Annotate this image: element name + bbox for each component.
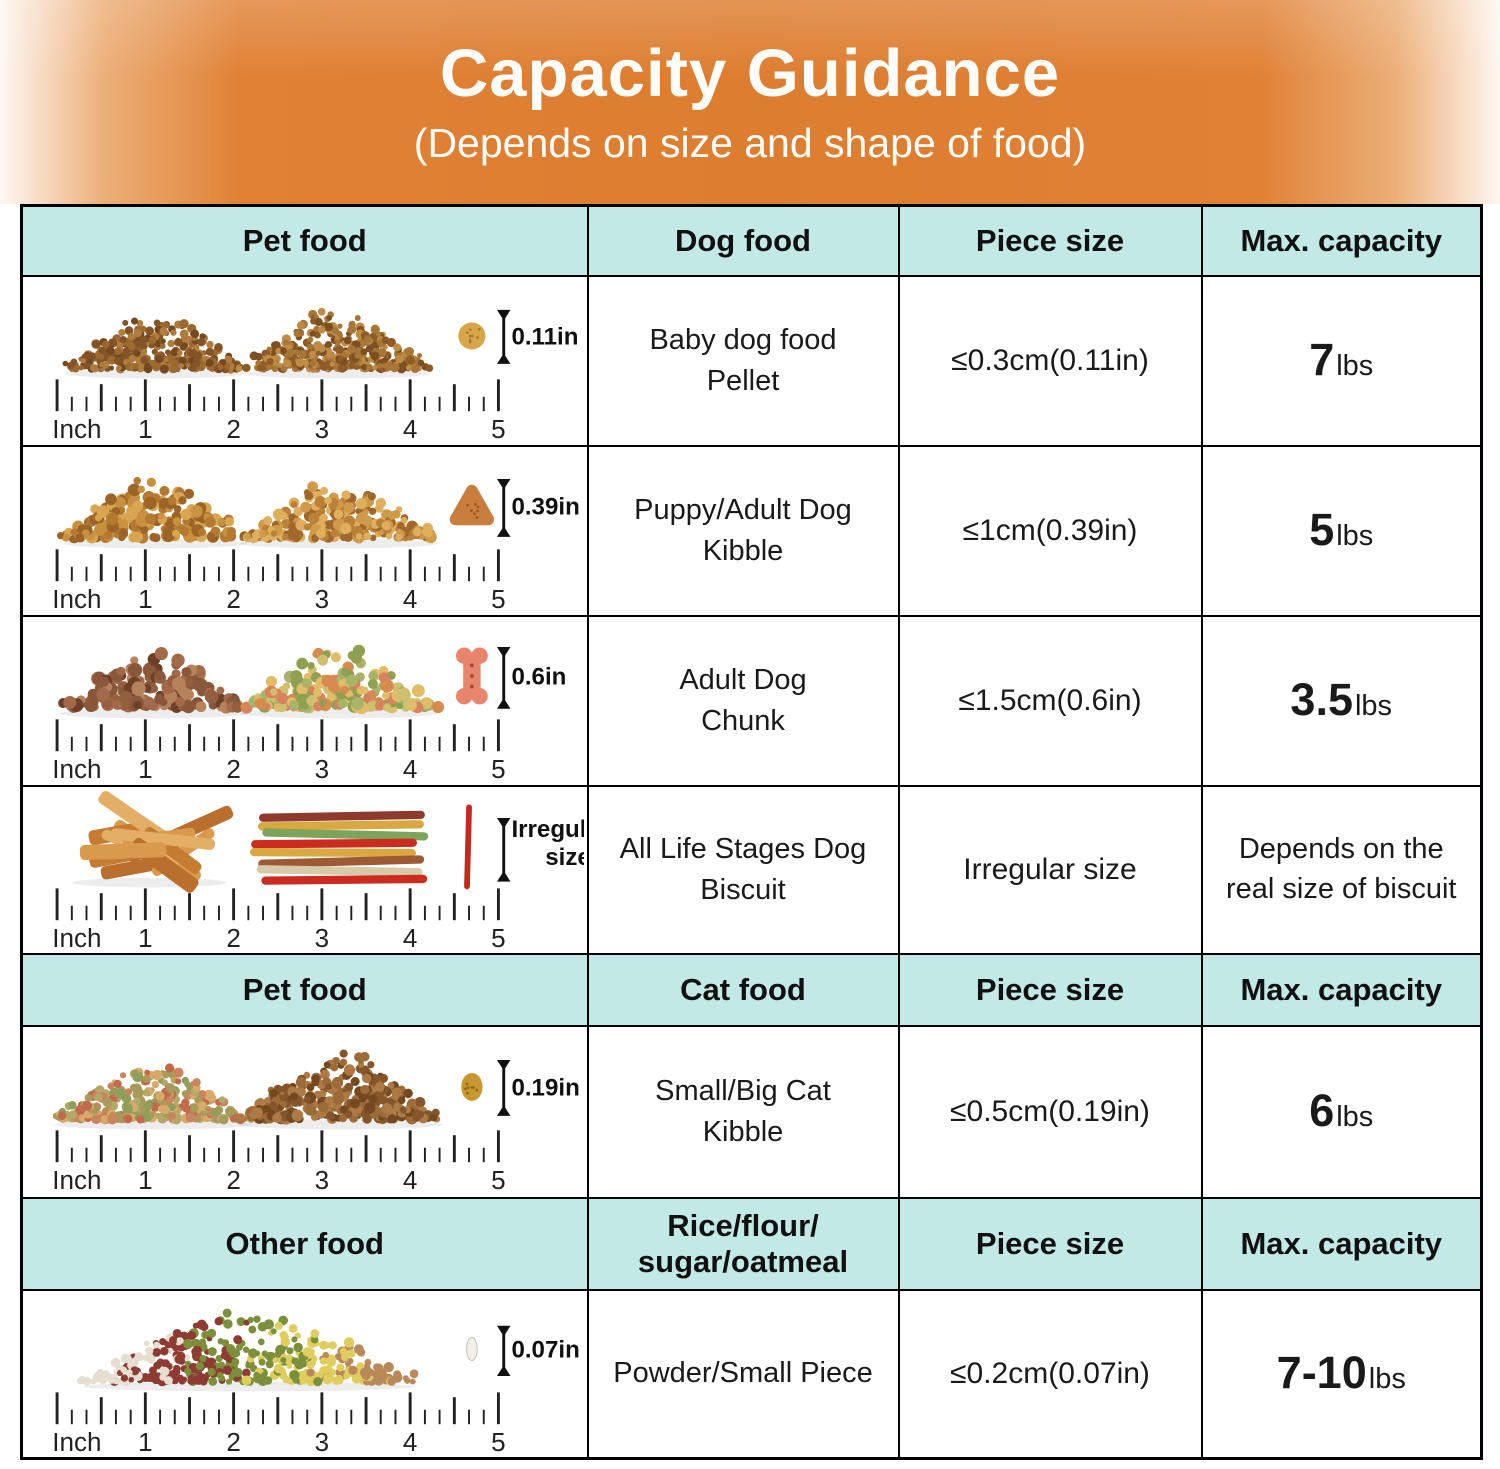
page-subtitle: (Depends on size and shape of food)	[413, 120, 1087, 166]
piece-size-cell: ≤1.5cm(0.6in)	[897, 614, 1203, 787]
svg-text:1: 1	[138, 1427, 152, 1457]
svg-text:3: 3	[314, 1165, 328, 1195]
svg-text:1: 1	[138, 414, 152, 444]
capacity-table: Pet food Dog food Piece size Max. capaci…	[20, 204, 1483, 1460]
svg-text:Inch: Inch	[52, 754, 101, 784]
svg-text:0.19in: 0.19in	[511, 1074, 579, 1101]
header-piece-size: Piece size	[897, 952, 1203, 1027]
food-image-cell: 0.19in Inch 1 2 3 4 5	[20, 1024, 589, 1199]
svg-text:5: 5	[491, 754, 505, 784]
svg-text:2: 2	[226, 414, 240, 444]
svg-text:3: 3	[314, 414, 328, 444]
svg-text:1: 1	[138, 1165, 152, 1195]
food-image-cell: 0.11in Inch 1 2 3 4 5	[20, 274, 589, 447]
header-piece-size: Piece size	[897, 1196, 1203, 1291]
header-dog-food: Dog food	[586, 204, 900, 277]
piece-size-cell: ≤0.3cm(0.11in)	[897, 274, 1203, 447]
svg-text:4: 4	[403, 1427, 417, 1457]
capacity-cell: 3.5 lbs	[1200, 614, 1483, 787]
svg-text:0.6in: 0.6in	[511, 663, 566, 690]
piece-size-cell: ≤1cm(0.39in)	[897, 444, 1203, 617]
food-image-cell: 0.6in Inch 1 2 3 4 5	[20, 614, 589, 787]
header-piece-size: Piece size	[897, 204, 1203, 277]
food-name-cell: Puppy/Adult Dog Kibble	[586, 444, 900, 617]
svg-text:Inch: Inch	[52, 1165, 101, 1195]
capacity-cell: 5 lbs	[1200, 444, 1483, 617]
svg-text:0.07in: 0.07in	[511, 1336, 579, 1363]
header-max-capacity: Max. capacity	[1200, 1196, 1483, 1291]
page-title: Capacity Guidance	[439, 36, 1061, 111]
table-row: 0.11in Inch 1 2 3 4 5 Baby dog food Pellet ≤0.…	[20, 274, 1483, 447]
pellet-illustration: 0.11in Inch 1 2 3 4 5	[52, 307, 578, 444]
svg-text:3: 3	[314, 1427, 328, 1457]
header-max-capacity: Max. capacity	[1200, 204, 1483, 277]
svg-text:4: 4	[403, 1165, 417, 1195]
food-image-cell: 0.07in Inch 1 2 3 4 5	[20, 1288, 589, 1459]
header-max-capacity: Max. capacity	[1200, 952, 1483, 1027]
svg-text:Inch: Inch	[52, 584, 101, 614]
svg-text:5: 5	[491, 923, 505, 953]
section-header-other: Other food Rice/flour/ sugar/oatmeal Pie…	[20, 1196, 1483, 1291]
svg-text:2: 2	[226, 1165, 240, 1195]
svg-text:1: 1	[138, 584, 152, 614]
svg-text:3: 3	[314, 923, 328, 953]
food-name-cell: Powder/Small Piece	[586, 1288, 900, 1459]
svg-text:2: 2	[226, 923, 240, 953]
svg-text:5: 5	[491, 414, 505, 444]
svg-text:5: 5	[491, 584, 505, 614]
svg-text:size: size	[545, 844, 584, 871]
svg-text:Inch: Inch	[52, 414, 101, 444]
section-header-dog: Pet food Dog food Piece size Max. capaci…	[20, 204, 1483, 277]
chunk-illustration: 0.6in Inch 1 2 3 4 5	[52, 644, 566, 784]
svg-text:Inch: Inch	[52, 1427, 101, 1457]
svg-text:4: 4	[403, 923, 417, 953]
svg-text:4: 4	[403, 584, 417, 614]
capacity-cell: Depends on the real size of biscuit	[1200, 784, 1483, 955]
table-row: 0.6in Inch 1 2 3 4 5 Adult Dog Chunk ≤1.5cm(0.…	[20, 614, 1483, 787]
svg-text:2: 2	[226, 1427, 240, 1457]
food-name-cell: Small/Big Cat Kibble	[586, 1024, 900, 1199]
food-name-cell: Baby dog food Pellet	[586, 274, 900, 447]
svg-text:1: 1	[138, 923, 152, 953]
svg-text:2: 2	[226, 584, 240, 614]
cat-kibble-illustration: 0.19in Inch 1 2 3 4 5	[52, 1049, 580, 1195]
svg-text:5: 5	[491, 1165, 505, 1195]
svg-text:1: 1	[138, 754, 152, 784]
table-row: 0.07in Inch 1 2 3 4 5 Powder/Small Piece ≤0.2c…	[20, 1288, 1483, 1459]
svg-text:4: 4	[403, 414, 417, 444]
food-name-cell: All Life Stages Dog Biscuit	[586, 784, 900, 955]
food-image-cell: 0.39in Inch 1 2 3 4 5	[20, 444, 589, 617]
capacity-cell: 7 lbs	[1200, 274, 1483, 447]
svg-text:2: 2	[226, 754, 240, 784]
svg-text:4: 4	[403, 754, 417, 784]
svg-text:Inch: Inch	[52, 923, 101, 953]
header-rice-flour: Rice/flour/ sugar/oatmeal	[586, 1196, 900, 1291]
section-header-cat: Pet food Cat food Piece size Max. capaci…	[20, 952, 1483, 1027]
header-pet-food: Pet food	[20, 952, 589, 1027]
svg-text:0.11in: 0.11in	[511, 323, 578, 350]
grain-illustration: 0.07in Inch 1 2 3 4 5	[52, 1308, 580, 1457]
piece-size-cell: ≤0.2cm(0.07in)	[897, 1288, 1203, 1459]
header-pet-food: Pet food	[20, 204, 589, 277]
food-name-cell: Adult Dog Chunk	[586, 614, 900, 787]
header-other-food: Other food	[20, 1196, 589, 1291]
banner: Capacity Guidance (Depends on size and s…	[0, 0, 1500, 204]
svg-text:3: 3	[314, 754, 328, 784]
piece-size-cell: Irregular size	[897, 784, 1203, 955]
piece-size-cell: ≤0.5cm(0.19in)	[897, 1024, 1203, 1199]
svg-text:Irregular: Irregular	[511, 816, 584, 843]
table-row: 0.19in Inch 1 2 3 4 5 Small/Big Cat Kibble ≤0.…	[20, 1024, 1483, 1199]
svg-text:3: 3	[314, 584, 328, 614]
table-row: 0.39in Inch 1 2 3 4 5 Puppy/Adult Dog Kibble ≤…	[20, 444, 1483, 617]
svg-text:0.39in: 0.39in	[511, 493, 579, 520]
svg-text:5: 5	[491, 1427, 505, 1457]
capacity-cell: 7-10 lbs	[1200, 1288, 1483, 1459]
header-cat-food: Cat food	[586, 952, 900, 1027]
capacity-cell: 6 lbs	[1200, 1024, 1483, 1199]
kibble-illustration: 0.39in Inch 1 2 3 4 5	[52, 476, 580, 614]
